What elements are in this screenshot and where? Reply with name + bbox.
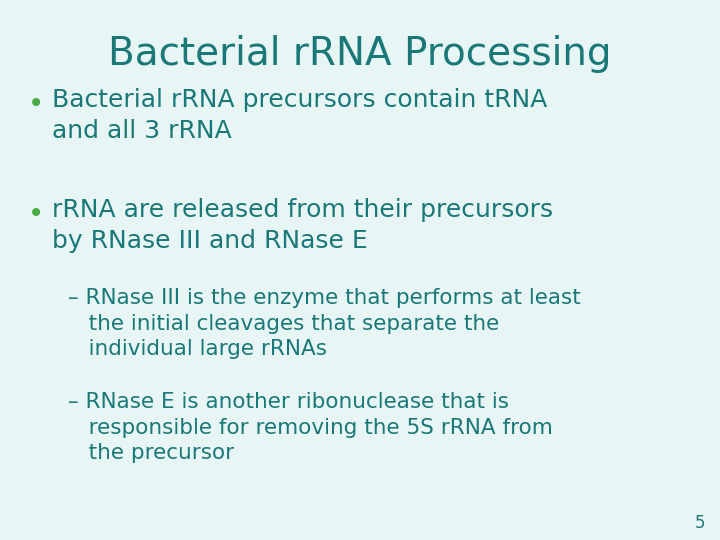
Text: •: • <box>28 200 44 228</box>
Text: – RNase E is another ribonuclease that is
   responsible for removing the 5S rRN: – RNase E is another ribonuclease that i… <box>68 392 553 463</box>
Text: Bacterial rRNA precursors contain tRNA
and all 3 rRNA: Bacterial rRNA precursors contain tRNA a… <box>52 88 547 143</box>
Text: •: • <box>28 90 44 118</box>
Text: Bacterial rRNA Processing: Bacterial rRNA Processing <box>108 35 612 73</box>
Text: 5: 5 <box>695 514 705 532</box>
Text: rRNA are released from their precursors
by RNase III and RNase E: rRNA are released from their precursors … <box>52 198 553 253</box>
Text: – RNase III is the enzyme that performs at least
   the initial cleavages that s: – RNase III is the enzyme that performs … <box>68 288 581 359</box>
